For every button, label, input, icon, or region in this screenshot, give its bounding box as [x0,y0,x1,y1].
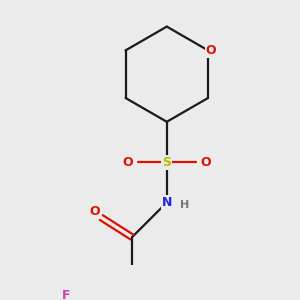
Text: S: S [162,156,171,169]
Text: O: O [201,156,211,169]
Text: O: O [122,156,133,169]
Text: O: O [89,206,100,218]
Text: O: O [206,44,216,57]
Text: N: N [162,196,172,209]
Text: F: F [62,290,71,300]
Text: H: H [180,200,189,210]
